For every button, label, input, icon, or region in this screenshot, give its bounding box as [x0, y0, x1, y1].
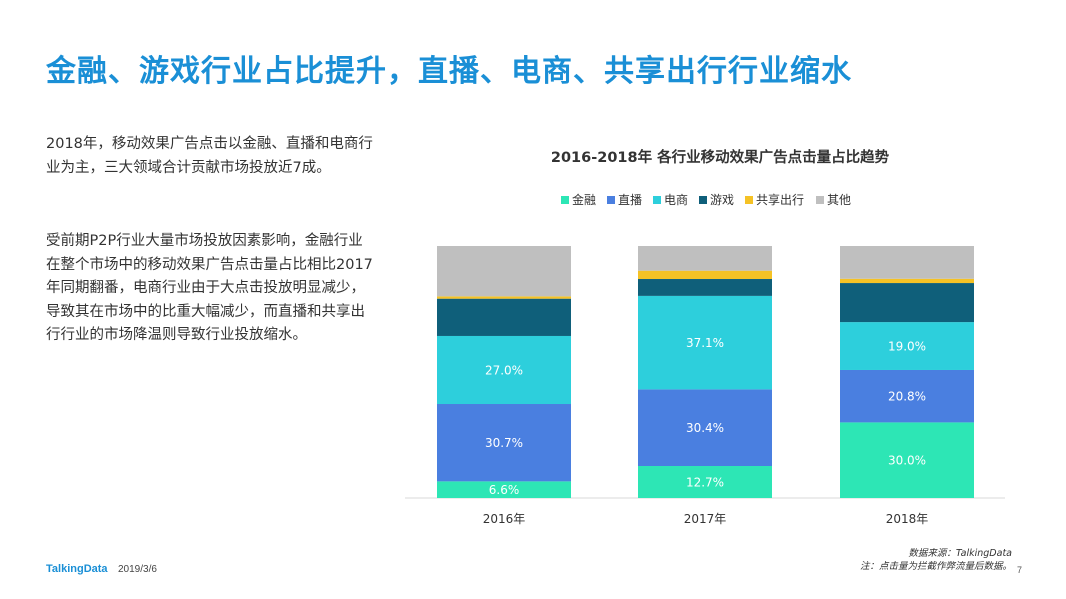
bar-segment: [840, 283, 974, 323]
brand-logo: TalkingData: [46, 563, 108, 575]
data-label: 30.0%: [888, 454, 926, 468]
data-label: 30.4%: [686, 421, 724, 435]
x-tick-label: 2017年: [684, 512, 727, 526]
note-line: 注：点击量为拦截作弊流量后数据。: [859, 561, 1012, 572]
bar-segment: [638, 465, 772, 498]
data-label: 6.6%: [489, 483, 520, 497]
bar-segment: [638, 246, 772, 271]
data-label: 37.1%: [686, 336, 724, 350]
legend-label: 直播: [618, 193, 642, 207]
x-tick-label: 2016年: [483, 512, 526, 526]
bar-segment: [840, 322, 974, 370]
bar-segment: [437, 298, 571, 336]
legend-swatch: [607, 196, 615, 204]
bar-segment: [638, 270, 772, 280]
legend-swatch: [745, 196, 753, 204]
bar-segment: [437, 335, 571, 405]
legend-label: 金融: [572, 192, 596, 207]
chart-title: 2016-2018年 各行业移动效果广告点击量占比趋势: [551, 148, 890, 166]
data-label: 12.7%: [686, 475, 724, 489]
bar-segment: [437, 481, 571, 498]
data-label: 19.0%: [888, 340, 926, 354]
legend-swatch: [561, 196, 569, 204]
data-label: 27.0%: [485, 363, 523, 377]
bar-segment: [437, 296, 571, 299]
bar-segment: [840, 369, 974, 423]
legend-label: 游戏: [710, 193, 734, 207]
bar-segment: [638, 279, 772, 296]
bar-segment: [437, 246, 571, 297]
page-number: 7: [1016, 565, 1022, 575]
bar-segment: [840, 246, 974, 279]
legend-swatch: [816, 196, 824, 204]
bar-segment: [840, 422, 974, 498]
bar-segment: [638, 295, 772, 390]
bar-segment: [437, 404, 571, 482]
bar-segment: [638, 389, 772, 466]
bar-segment: [840, 278, 974, 284]
analysis-paragraph: 受前期P2P行业大量市场投放因素影响，金融行业在整个市场中的移动效果广告点击量占…: [46, 233, 373, 343]
summary-paragraph: 2018年，移动效果广告点击以金融、直播和电商行业为主，三大领域合计贡献市场投放…: [46, 136, 373, 176]
report-date: 2019/3/6: [118, 564, 157, 575]
legend-label: 共享出行: [756, 192, 804, 207]
page-title: 金融、游戏行业占比提升，直播、电商、共享出行行业缩水: [46, 54, 852, 89]
data-label: 30.7%: [485, 436, 523, 450]
legend-swatch: [699, 196, 707, 204]
source-note: 数据来源：TalkingData 注：点击量为拦截作弊流量后数据。: [860, 547, 1012, 573]
data-label: 20.8%: [888, 390, 926, 404]
x-tick-label: 2018年: [886, 512, 929, 526]
source-line: 数据来源：TalkingData: [908, 548, 1012, 559]
legend-swatch: [653, 196, 661, 204]
legend-label: 其他: [827, 193, 851, 207]
legend-label: 电商: [664, 192, 688, 207]
